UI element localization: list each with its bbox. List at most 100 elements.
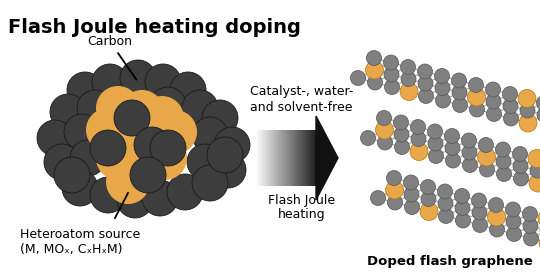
Bar — [314, 130, 315, 186]
Bar — [300, 130, 301, 186]
Bar — [282, 130, 283, 186]
Bar — [261, 130, 262, 186]
Circle shape — [528, 150, 540, 167]
Circle shape — [182, 90, 218, 126]
Circle shape — [429, 148, 443, 164]
Circle shape — [140, 96, 184, 140]
Circle shape — [376, 111, 392, 125]
Bar — [295, 130, 296, 186]
Circle shape — [456, 213, 470, 228]
Bar — [303, 130, 304, 186]
Circle shape — [394, 127, 409, 142]
Circle shape — [513, 158, 528, 174]
Circle shape — [388, 195, 402, 210]
Bar — [315, 130, 316, 186]
Bar — [275, 130, 276, 186]
Circle shape — [96, 86, 140, 130]
Text: (M, MOₓ, CₓHₓM): (M, MOₓ, CₓHₓM) — [20, 243, 123, 256]
Circle shape — [384, 67, 399, 82]
Bar — [281, 130, 282, 186]
Circle shape — [523, 219, 538, 233]
Circle shape — [214, 127, 250, 163]
Circle shape — [446, 153, 461, 168]
Circle shape — [435, 68, 449, 84]
Circle shape — [496, 166, 511, 182]
Bar — [258, 130, 259, 186]
Circle shape — [192, 117, 228, 153]
Circle shape — [114, 100, 150, 136]
Circle shape — [377, 135, 393, 150]
Circle shape — [488, 208, 505, 226]
Circle shape — [468, 88, 485, 106]
Bar — [272, 130, 273, 186]
Text: and solvent-free: and solvent-free — [250, 101, 353, 114]
Circle shape — [518, 89, 536, 108]
Circle shape — [453, 98, 468, 112]
Bar — [284, 130, 285, 186]
Bar — [255, 130, 256, 186]
Bar — [264, 130, 265, 186]
Circle shape — [150, 87, 186, 123]
Bar — [309, 130, 310, 186]
Circle shape — [67, 72, 103, 108]
Circle shape — [384, 79, 400, 95]
Circle shape — [404, 199, 420, 214]
Circle shape — [44, 144, 80, 180]
Circle shape — [523, 207, 537, 221]
Circle shape — [366, 61, 383, 79]
Circle shape — [90, 130, 126, 166]
Bar — [266, 130, 267, 186]
Circle shape — [489, 197, 503, 213]
Bar — [289, 130, 290, 186]
Bar — [273, 130, 274, 186]
Circle shape — [64, 114, 100, 150]
Text: heating: heating — [278, 208, 325, 221]
Bar — [280, 130, 281, 186]
Circle shape — [153, 110, 197, 154]
Circle shape — [445, 141, 460, 155]
Circle shape — [480, 162, 495, 177]
Circle shape — [395, 139, 409, 155]
Circle shape — [537, 95, 540, 111]
Circle shape — [455, 200, 470, 216]
Circle shape — [472, 218, 488, 232]
Circle shape — [487, 106, 502, 122]
Circle shape — [207, 137, 243, 173]
Circle shape — [92, 64, 128, 100]
Bar — [312, 130, 313, 186]
Circle shape — [410, 142, 428, 161]
Circle shape — [410, 120, 426, 134]
Circle shape — [472, 205, 487, 220]
Circle shape — [469, 102, 484, 117]
Circle shape — [90, 177, 126, 213]
Circle shape — [538, 210, 540, 227]
Circle shape — [110, 113, 154, 157]
Bar — [293, 130, 294, 186]
Text: Heteroatom source: Heteroatom source — [20, 228, 140, 241]
Circle shape — [489, 222, 504, 237]
Circle shape — [142, 180, 178, 216]
Bar — [292, 130, 293, 186]
Circle shape — [537, 108, 540, 122]
Circle shape — [367, 51, 381, 65]
Circle shape — [505, 202, 521, 217]
Circle shape — [452, 85, 467, 100]
Bar — [291, 130, 292, 186]
Bar — [277, 130, 278, 186]
Text: Catalyst-, water-: Catalyst-, water- — [250, 85, 353, 98]
Circle shape — [143, 136, 187, 180]
Circle shape — [62, 170, 98, 206]
Circle shape — [444, 128, 460, 144]
Circle shape — [418, 76, 433, 91]
Circle shape — [496, 154, 511, 169]
Circle shape — [478, 138, 494, 153]
Circle shape — [469, 78, 483, 92]
Circle shape — [120, 90, 164, 134]
Bar — [260, 130, 261, 186]
Bar — [283, 130, 284, 186]
Circle shape — [86, 108, 130, 152]
Circle shape — [170, 72, 206, 108]
Circle shape — [145, 64, 181, 100]
Bar — [278, 130, 279, 186]
Circle shape — [428, 124, 442, 139]
